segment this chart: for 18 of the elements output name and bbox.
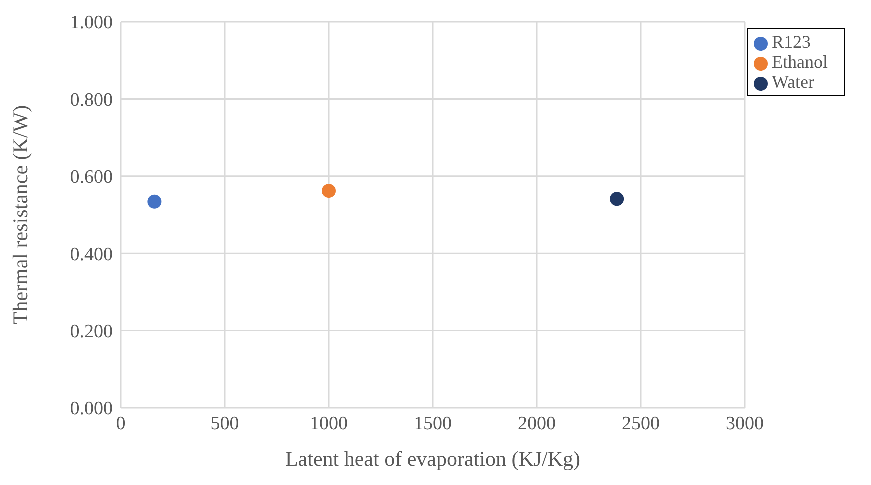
x-tick-label: 500 (210, 413, 240, 434)
y-tick-label: 0.400 (70, 244, 113, 266)
x-tick-label: 2000 (518, 413, 556, 434)
y-tick-label: 0.000 (70, 398, 113, 420)
y-tick-label: 1.000 (70, 12, 113, 34)
x-axis-title: Latent heat of evaporation (KJ/Kg) (285, 447, 581, 471)
y-tick-label: 0.600 (70, 167, 113, 188)
x-tick-label: 1500 (414, 413, 452, 434)
legend-label: Water (772, 72, 815, 92)
x-tick-label: 1000 (310, 413, 348, 434)
y-tick-label: 0.800 (70, 90, 113, 111)
y-tick-label: 0.200 (70, 322, 113, 343)
x-tick-label: 0 (116, 413, 126, 434)
legend-label: R123 (772, 32, 812, 52)
x-tick-label: 2500 (622, 413, 660, 434)
legend-label: Ethanol (772, 52, 828, 72)
x-tick-label: 3000 (726, 413, 764, 434)
y-axis-title: Thermal resistance (K/W) (8, 105, 32, 325)
